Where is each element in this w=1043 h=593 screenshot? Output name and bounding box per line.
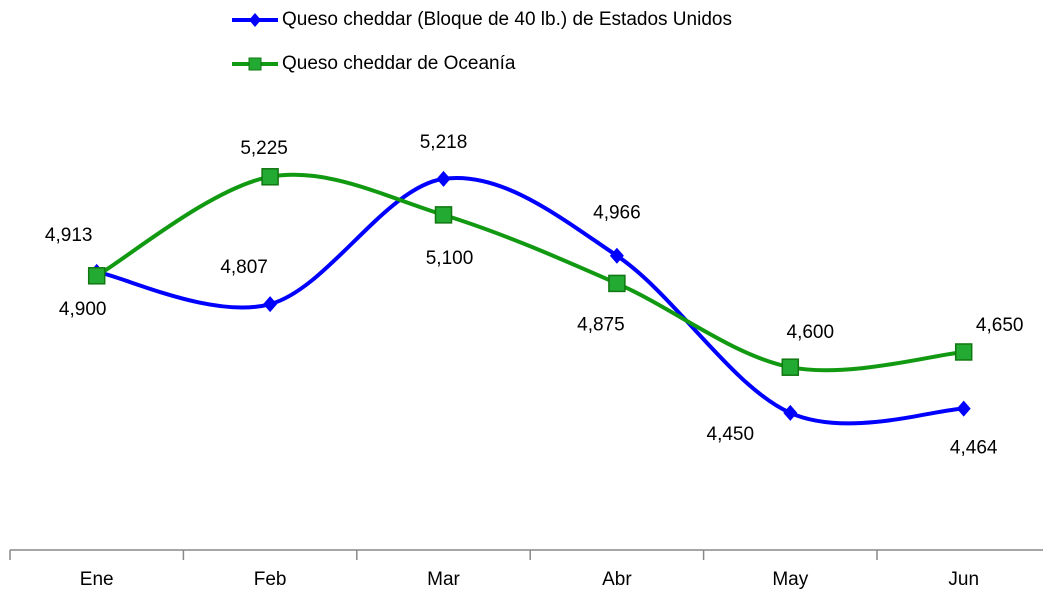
series-line: [95, 172, 964, 373]
data-label: 5,225: [240, 138, 288, 159]
data-point: [608, 274, 626, 293]
data-label: 4,900: [59, 299, 107, 320]
data-label: 4,966: [593, 203, 641, 224]
data-point: [781, 358, 800, 376]
data-label: 4,913: [45, 225, 93, 246]
x-tick-label: Jun: [948, 569, 979, 590]
data-label: 4,875: [577, 314, 625, 335]
data-label: 5,100: [426, 248, 474, 269]
legend-marker: [248, 57, 262, 71]
data-label: 4,650: [976, 315, 1024, 336]
data-point: [956, 400, 971, 417]
x-tick-label: May: [772, 569, 808, 590]
x-tick-label: Abr: [602, 569, 632, 590]
legend-label: Queso cheddar (Bloque de 40 lb.) de Esta…: [282, 9, 732, 30]
legend-marker: [249, 13, 261, 27]
data-point: [609, 247, 624, 264]
data-point: [263, 296, 278, 313]
series-line: [96, 176, 964, 426]
data-point: [436, 170, 451, 187]
data-point: [783, 404, 798, 421]
x-tick-label: Ene: [80, 569, 114, 590]
data-point: [261, 168, 279, 186]
data-point: [954, 343, 973, 361]
x-tick-label: Feb: [254, 569, 287, 590]
data-label: 4,600: [787, 322, 835, 343]
data-label: 4,450: [707, 424, 755, 445]
x-tick-label: Mar: [427, 569, 460, 590]
data-label: 5,218: [420, 132, 468, 153]
data-label: 4,464: [950, 438, 998, 459]
data-point: [434, 206, 453, 224]
data-label: 4,807: [220, 257, 268, 278]
legend-label: Queso cheddar de Oceanía: [282, 53, 516, 74]
data-point: [87, 267, 106, 285]
